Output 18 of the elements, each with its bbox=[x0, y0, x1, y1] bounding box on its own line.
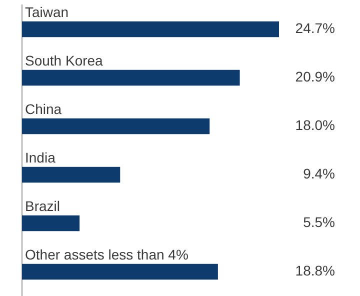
data-label: 24.7% bbox=[295, 20, 335, 36]
bar bbox=[22, 21, 279, 38]
bar bbox=[22, 264, 218, 280]
bar bbox=[22, 215, 80, 232]
bar bbox=[22, 70, 240, 86]
y-tick-label: South Korea bbox=[25, 52, 104, 68]
y-tick-label: Other assets less than 4% bbox=[25, 246, 188, 262]
data-label: 20.9% bbox=[295, 68, 335, 85]
y-tick-label: Taiwan bbox=[25, 4, 69, 20]
data-label: 9.4% bbox=[303, 166, 335, 182]
y-tick-label: China bbox=[25, 100, 62, 117]
data-label: 18.8% bbox=[295, 262, 335, 279]
y-tick-label: Brazil bbox=[25, 198, 60, 214]
bar bbox=[22, 118, 210, 134]
data-label: 18.0% bbox=[295, 117, 335, 134]
y-tick-label: India bbox=[25, 149, 56, 166]
data-label: 5.5% bbox=[303, 214, 335, 230]
bar bbox=[22, 166, 120, 183]
